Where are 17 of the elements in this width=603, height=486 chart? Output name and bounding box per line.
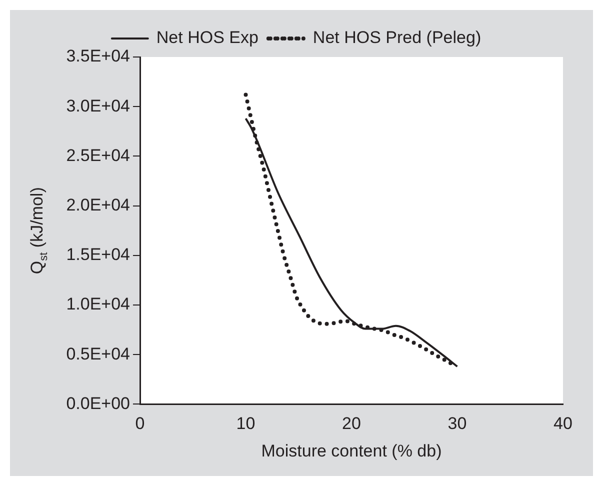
y-tick-label: 3.5E+04	[66, 46, 130, 66]
x-tick-label: 0	[135, 414, 145, 434]
y-tick-label: 0.5E+04	[66, 344, 130, 364]
y-tick-label: 2.0E+04	[66, 195, 130, 214]
y-axis-title: Qst (kJ/mol)	[28, 187, 50, 274]
y-tick-label: 1.0E+04	[66, 294, 130, 314]
legend-label: Net HOS Pred (Peleg)	[312, 28, 482, 48]
legend-label: Net HOS Exp	[156, 28, 258, 48]
y-tick-label: 2.5E+04	[66, 146, 130, 165]
x-tick-label: 30	[448, 414, 467, 434]
x-tick-label: 10	[236, 414, 256, 434]
x-tick-label: 40	[554, 414, 572, 434]
y-tick-label: 3.0E+04	[66, 96, 130, 116]
y-tick-label: 0.0E+00	[66, 394, 130, 413]
x-axis-title: Moisture content (% db)	[261, 441, 442, 460]
y-tick-label: 1.5E+04	[66, 245, 130, 264]
x-tick-label: 20	[342, 414, 361, 434]
